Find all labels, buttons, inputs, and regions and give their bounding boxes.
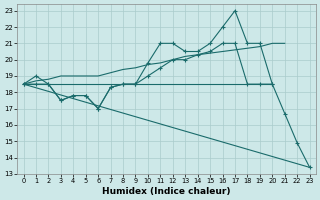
X-axis label: Humidex (Indice chaleur): Humidex (Indice chaleur) [102, 187, 231, 196]
